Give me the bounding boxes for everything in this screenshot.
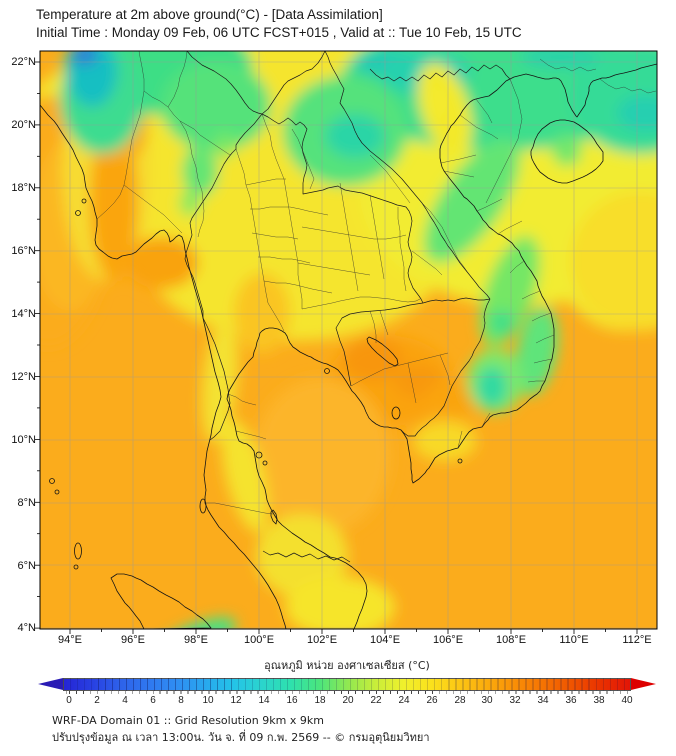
colorbar-tick-label: 8	[178, 695, 184, 706]
footer-update-info: ปรับปรุงข้อมูล ณ เวลา 13:00น. วัน จ. ที่…	[52, 730, 430, 744]
colorbar-tick-label: 32	[509, 695, 521, 706]
lat-tick-label: 14°N	[11, 308, 36, 320]
lon-tick-label: 94°E	[58, 634, 82, 646]
lat-tick-label: 18°N	[11, 182, 36, 194]
colorbar-tick-label: 22	[370, 695, 382, 706]
colorbar-tick-label: 28	[454, 695, 466, 706]
lat-tick-label: 10°N	[11, 434, 36, 446]
lat-tick-label: 16°N	[11, 245, 36, 257]
colorbar-tick-label: 6	[150, 695, 156, 706]
colorbar-tick-label: 14	[258, 695, 270, 706]
colorbar-tick-label: 26	[426, 695, 438, 706]
lat-tick-label: 20°N	[11, 119, 36, 131]
lon-tick-label: 112°E	[622, 634, 652, 646]
map-frame	[39, 50, 658, 630]
colorbar-cell-lines	[63, 678, 631, 691]
lat-tick-label: 6°N	[17, 560, 36, 572]
colorbar-tick-label: 20	[342, 695, 354, 706]
colorbar-left-arrow	[38, 678, 63, 690]
colorbar-tick-label: 4	[122, 695, 128, 706]
colorbar-tick-label: 38	[593, 695, 605, 706]
axis-ticks	[35, 61, 638, 634]
lat-tick-label: 12°N	[11, 371, 36, 383]
lon-tick-label: 104°E	[369, 634, 401, 646]
colorbar-tick-label: 12	[230, 695, 242, 706]
map-title: Temperature at 2m above ground(°C) - [Da…	[36, 7, 383, 22]
lat-tick-label: 4°N	[17, 622, 36, 634]
footer-domain-info: WRF-DA Domain 01 :: Grid Resolution 9km …	[52, 714, 324, 727]
footer-block: WRF-DA Domain 01 :: Grid Resolution 9km …	[52, 713, 430, 746]
colorbar-tick-label: 40	[621, 695, 633, 706]
lon-tick-label: 110°E	[559, 634, 589, 646]
lon-tick-label: 100°E	[243, 634, 275, 646]
lat-tick-label: 8°N	[17, 497, 36, 509]
lat-tick-label: 22°N	[11, 56, 36, 68]
colorbar-tick-label: 16	[286, 695, 298, 706]
colorbar-tick-label: 0	[66, 695, 72, 706]
title-block: Temperature at 2m above ground(°C) - [Da…	[36, 6, 522, 42]
coastlines	[40, 63, 657, 629]
lon-tick-label: 108°E	[495, 634, 527, 646]
national-borders	[184, 51, 511, 563]
colorbar-right-arrow	[631, 678, 656, 690]
colorbar-tick-label: 36	[565, 695, 577, 706]
map-canvas	[35, 50, 658, 634]
colorbar-tick-label: 34	[537, 695, 549, 706]
province-borders	[96, 51, 657, 515]
colorbar-tick-label: 30	[481, 695, 493, 706]
lon-tick-label: 96°E	[121, 634, 145, 646]
lon-tick-label: 102°E	[306, 634, 338, 646]
colorbar-tick-label: 24	[398, 695, 410, 706]
lon-tick-label: 106°E	[432, 634, 464, 646]
lon-tick-label: 98°E	[184, 634, 208, 646]
temperature-map	[30, 41, 667, 639]
colorbar-tick-label: 18	[314, 695, 326, 706]
colorbar-tick-label: 2	[94, 695, 100, 706]
colorbar-tick-label: 10	[202, 695, 214, 706]
colorbar-title: อุณหภูมิ หน่วย องศาเซลเซียส (°C)	[264, 659, 430, 672]
map-subtitle: Initial Time : Monday 09 Feb, 06 UTC FCS…	[36, 25, 522, 40]
colorbar-minor-ticks	[63, 691, 631, 694]
colorbar-gradient	[63, 678, 631, 691]
